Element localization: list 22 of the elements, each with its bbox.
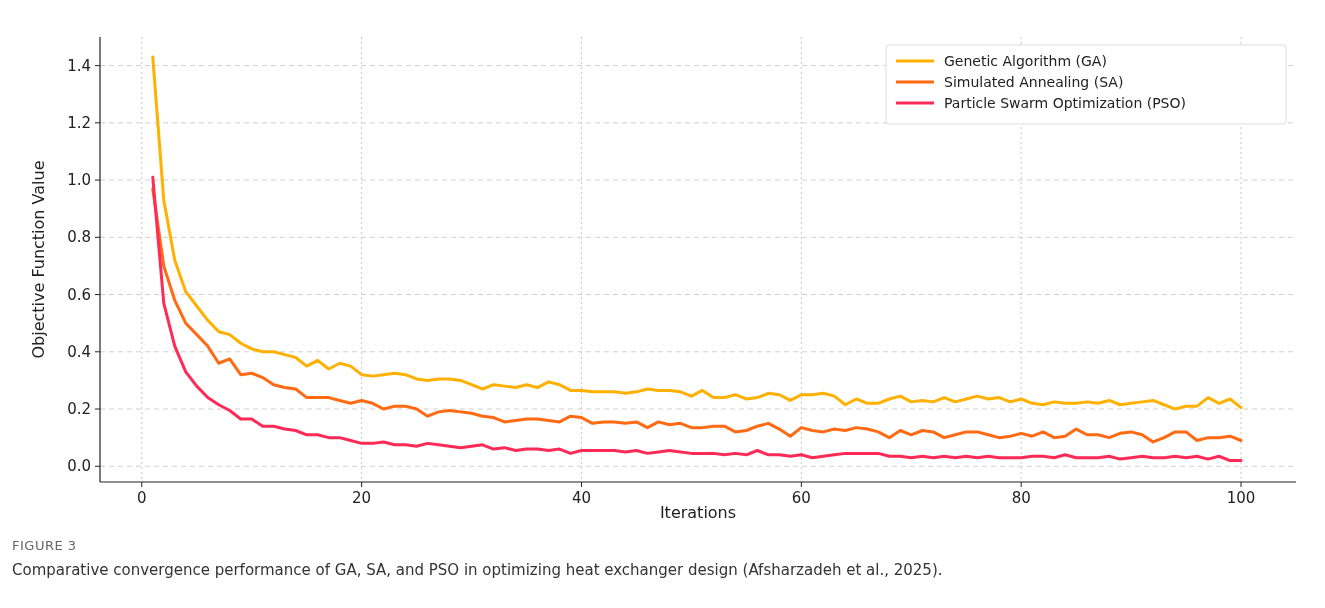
y-tick-label: 1.0 bbox=[67, 171, 91, 190]
text: Comparative convergence performance of GA, SA, and PSO in optimizing heat exchanger design (Afsharzadeh et al., 2025). bbox=[12, 561, 943, 579]
x-tick-label: 0 bbox=[137, 489, 147, 507]
y-tick-label: 0.6 bbox=[67, 285, 91, 304]
y-tick-label: 0.0 bbox=[67, 457, 91, 476]
y-tick-label: 0.4 bbox=[67, 342, 91, 361]
x-tick-label: 80 bbox=[1011, 489, 1031, 507]
y-axis-title: Objective Function Value bbox=[29, 160, 48, 359]
y-tick-label: 0.2 bbox=[67, 400, 91, 419]
caption: FIGURE 3 bbox=[12, 538, 77, 553]
x-tick-label: 60 bbox=[791, 489, 811, 507]
y-tick-label: 1.4 bbox=[67, 56, 91, 75]
x-axis-title: Iterations bbox=[659, 503, 737, 522]
legend-label: Particle Swarm Optimization (PSO) bbox=[944, 95, 1186, 111]
x-tick-label: 20 bbox=[352, 489, 372, 507]
legend-label: Simulated Annealing (SA) bbox=[944, 74, 1124, 90]
legend-label: Genetic Algorithm (GA) bbox=[944, 53, 1107, 69]
y-tick-label: 1.2 bbox=[67, 113, 91, 132]
x-tick-label: 40 bbox=[571, 489, 592, 507]
line-series bbox=[151, 55, 1243, 411]
x-tick-label: 100 bbox=[1226, 489, 1256, 507]
y-tick-label: 0.8 bbox=[67, 228, 91, 247]
